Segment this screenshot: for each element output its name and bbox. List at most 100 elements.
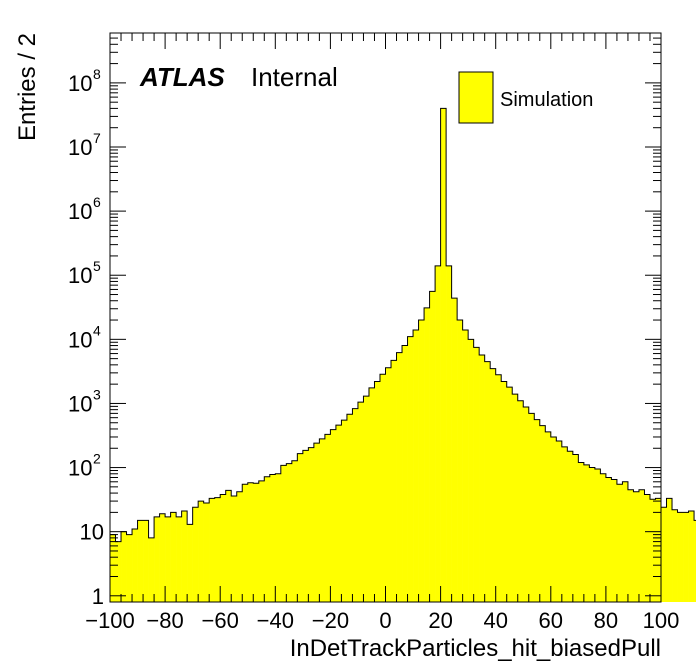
histogram-bar xyxy=(181,511,188,602)
x-tick-label: −60 xyxy=(202,608,239,633)
y-axis-title: Entries / 2 xyxy=(14,33,41,141)
y-tick-label: 10 xyxy=(68,391,92,416)
histogram-bar xyxy=(110,534,116,602)
histogram-bar xyxy=(655,498,662,602)
y-tick-exponent: 3 xyxy=(93,386,101,402)
histogram-bar xyxy=(214,497,221,602)
x-tick-label: 60 xyxy=(539,608,563,633)
histogram-bar xyxy=(379,374,386,602)
histogram-bar xyxy=(198,501,204,602)
histogram-bar xyxy=(512,394,519,602)
histogram-bar xyxy=(324,434,331,602)
histogram-bar xyxy=(258,480,265,602)
y-tick-label: 10 xyxy=(68,71,92,96)
histogram-bar xyxy=(308,447,315,602)
histogram-bar xyxy=(683,512,689,602)
histogram-bar xyxy=(335,425,342,602)
y-tick-exponent: 4 xyxy=(93,322,101,338)
histogram-bar xyxy=(159,513,166,602)
histogram-bar xyxy=(429,291,436,602)
histogram-bar xyxy=(413,329,419,602)
histogram-bar xyxy=(517,400,524,602)
x-tick-label: −100 xyxy=(85,608,135,633)
histogram-bar xyxy=(479,354,485,602)
histogram-bar xyxy=(253,483,260,602)
y-tick-exponent: 5 xyxy=(93,258,101,274)
histogram-bar xyxy=(435,265,441,602)
histogram-bar xyxy=(594,468,601,602)
histogram-bar xyxy=(523,407,530,602)
histogram-bar xyxy=(534,419,541,602)
x-tick-label: −80 xyxy=(146,608,183,633)
histogram-bar xyxy=(154,516,160,602)
histogram-bar xyxy=(495,374,502,602)
histogram-bar xyxy=(319,438,326,602)
y-tick-label: 1 xyxy=(92,584,104,609)
histogram-bar xyxy=(506,387,513,602)
histogram-bar xyxy=(666,498,673,602)
histogram-bar xyxy=(203,503,210,602)
histogram-bar xyxy=(225,490,232,602)
histogram-bar xyxy=(550,436,557,602)
histogram-bar xyxy=(313,443,320,602)
histogram-bar xyxy=(143,520,149,602)
y-tick-label: 10 xyxy=(68,135,92,160)
histogram-bar xyxy=(649,499,656,602)
histogram-bar xyxy=(209,498,215,602)
histogram-bar xyxy=(561,446,568,602)
histogram-bar xyxy=(352,408,359,602)
y-tick-label: 10 xyxy=(68,456,92,481)
histogram-bar xyxy=(396,352,403,602)
histogram-bar xyxy=(688,511,695,602)
histogram-bar xyxy=(672,509,678,602)
y-tick-exponent: 7 xyxy=(93,130,101,146)
histogram-bar xyxy=(165,516,171,602)
histogram-bar xyxy=(346,414,353,602)
y-tick-exponent: 2 xyxy=(93,451,101,467)
histogram-bar xyxy=(264,476,271,602)
histogram-bar xyxy=(644,494,651,602)
x-tick-label: 0 xyxy=(379,608,391,633)
histogram-bar xyxy=(501,381,508,602)
histogram-bars xyxy=(110,107,696,602)
histogram-bar xyxy=(583,464,590,602)
histogram-bar xyxy=(677,512,684,602)
histogram-bar xyxy=(622,481,629,602)
histogram-bar xyxy=(484,361,491,602)
x-tick-label: 40 xyxy=(483,608,507,633)
histogram-bar xyxy=(638,489,645,602)
histogram-bar xyxy=(616,484,623,602)
y-tick-label: 10 xyxy=(68,327,92,352)
histogram-bar xyxy=(297,453,304,602)
histogram-bar xyxy=(363,396,370,602)
histogram-bar xyxy=(633,491,640,602)
legend-label: Simulation xyxy=(500,89,593,111)
histogram-bar xyxy=(694,520,696,602)
histogram-bar xyxy=(605,477,612,602)
histogram-bar xyxy=(121,531,127,602)
histogram-bar xyxy=(115,541,122,602)
histogram-bar xyxy=(242,484,249,602)
y-tick-label: 10 xyxy=(80,520,104,545)
histogram-bar xyxy=(578,462,585,602)
y-tick-label: 10 xyxy=(68,263,92,288)
y-tick-label: 10 xyxy=(68,199,92,224)
histogram-bar xyxy=(407,336,414,602)
histogram-bar xyxy=(440,108,447,602)
histogram-bar xyxy=(170,512,177,602)
atlas-label: ATLAS xyxy=(139,62,225,92)
histogram-bar xyxy=(275,473,282,602)
histogram-bar xyxy=(187,524,193,602)
histogram-bar xyxy=(473,347,480,602)
histogram-bar xyxy=(539,425,546,602)
y-tick-exponent: 6 xyxy=(93,194,101,210)
histogram-bar xyxy=(280,465,287,602)
x-tick-label: 100 xyxy=(643,608,680,633)
histogram-bar xyxy=(402,345,408,602)
histogram-outline xyxy=(110,107,696,543)
y-tick-exponent: 8 xyxy=(93,66,101,82)
histogram-bar xyxy=(661,507,667,602)
histogram-bar xyxy=(286,463,293,602)
